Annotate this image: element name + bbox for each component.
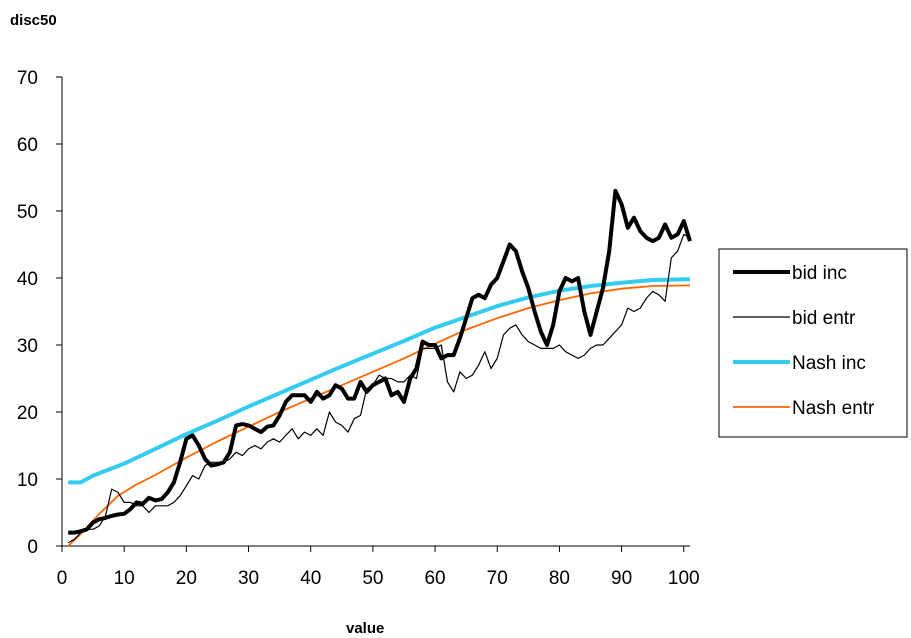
- axes: 0 10 20 30 40 50 60 70 0 10 20 30 40 50 60 70 80 90 100: [17, 68, 700, 589]
- y-tick-label: 0: [27, 537, 38, 558]
- y-tick-label: 30: [17, 336, 38, 357]
- x-tick-label: 60: [424, 568, 445, 589]
- x-tick-label: 50: [362, 568, 383, 589]
- y-axis-label: disc50: [10, 12, 57, 29]
- legend-label-nash-entr: Nash entr: [792, 398, 875, 419]
- legend-label-bid-entr: bid entr: [792, 308, 856, 329]
- x-tick-label: 30: [238, 568, 259, 589]
- x-tick-label: 90: [611, 568, 632, 589]
- legend-label-bid-inc: bid inc: [792, 263, 847, 284]
- y-tick-label: 10: [17, 470, 38, 491]
- x-axis-label: value: [346, 620, 385, 637]
- legend: bid inc bid entr Nash inc Nash entr: [718, 248, 908, 438]
- series-line-bid-inc: [68, 188, 692, 535]
- y-tick-label: 70: [17, 68, 38, 89]
- plot-area: [67, 188, 692, 547]
- x-tick-label: 20: [176, 568, 197, 589]
- series-line-nash-entr: [67, 284, 691, 547]
- y-tick-label: 40: [17, 269, 38, 290]
- x-tick-label: 10: [114, 568, 135, 589]
- series-line-bid-entr: [67, 233, 691, 544]
- x-tick-label: 40: [300, 568, 321, 589]
- x-tick-label: 0: [57, 568, 68, 589]
- x-tick-label: 70: [487, 568, 508, 589]
- legend-box: [718, 248, 908, 438]
- legend-label-nash-inc: Nash inc: [792, 353, 866, 374]
- x-tick-label: 80: [549, 568, 570, 589]
- y-tick-label: 60: [17, 135, 38, 156]
- x-tick-label: 100: [668, 568, 700, 589]
- y-tick-label: 20: [17, 403, 38, 424]
- y-tick-label: 50: [17, 202, 38, 223]
- series-line-nash-inc: [68, 277, 691, 485]
